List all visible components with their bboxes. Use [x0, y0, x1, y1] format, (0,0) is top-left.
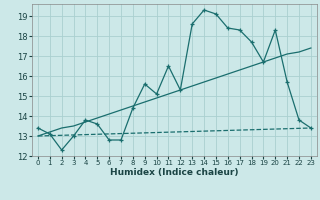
- X-axis label: Humidex (Indice chaleur): Humidex (Indice chaleur): [110, 168, 239, 177]
